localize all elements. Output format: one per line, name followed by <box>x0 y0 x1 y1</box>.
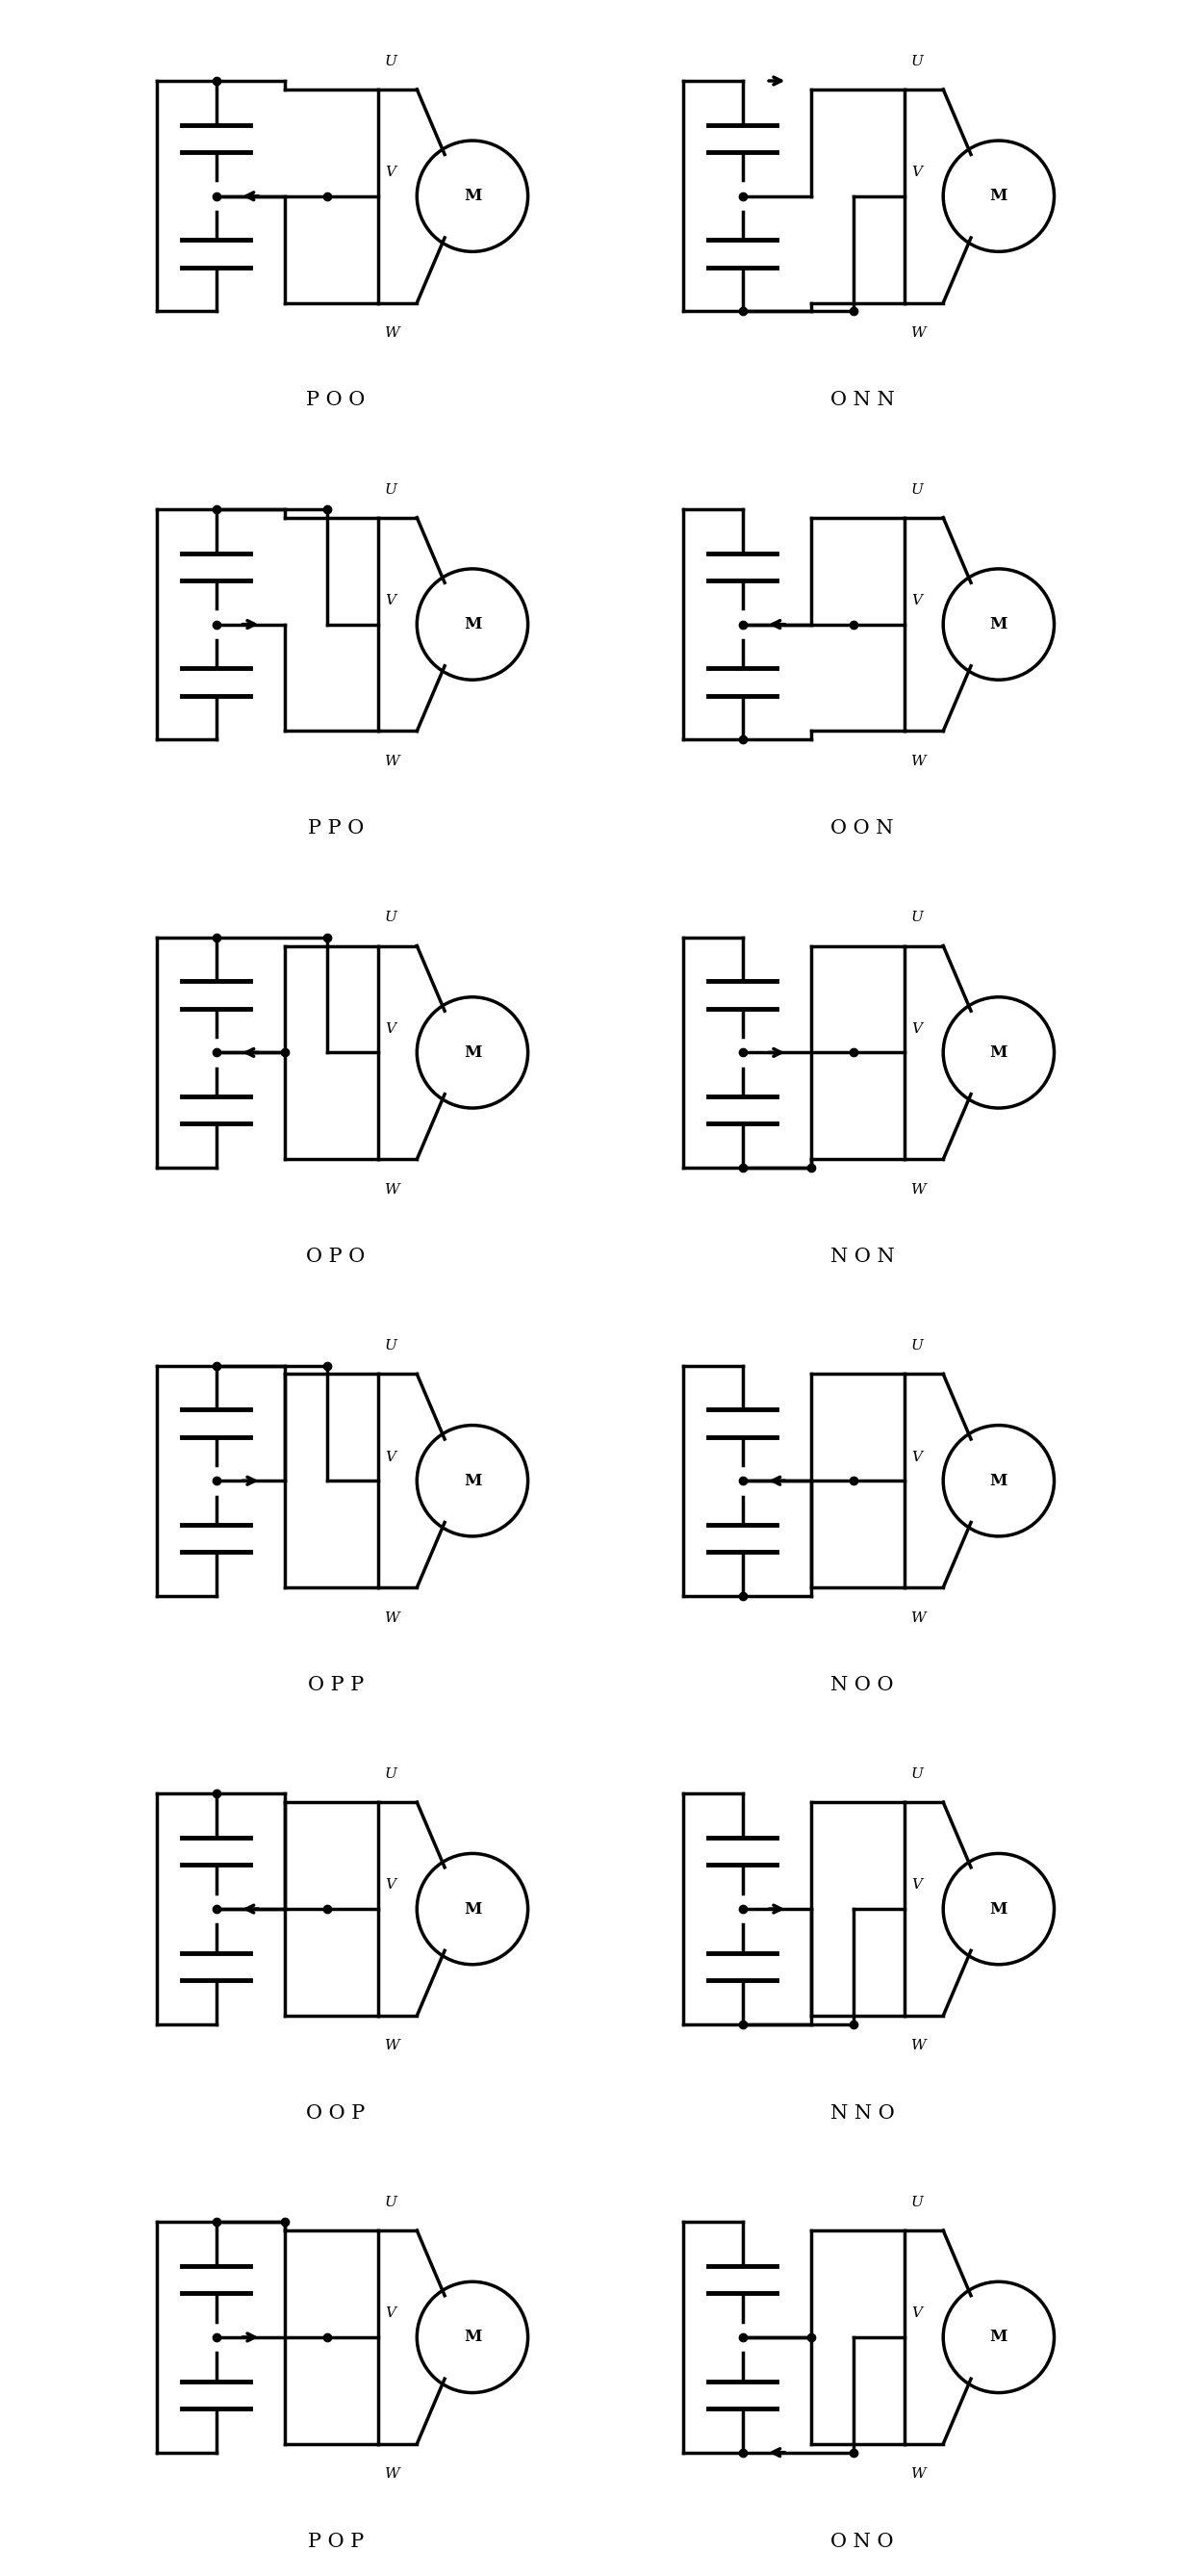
Text: P O P: P O P <box>308 2532 364 2550</box>
Text: P O O: P O O <box>307 392 365 410</box>
Text: V: V <box>912 165 921 180</box>
Text: M: M <box>464 616 482 634</box>
Text: M: M <box>464 188 482 204</box>
Text: W: W <box>385 1610 400 1625</box>
Text: U: U <box>385 912 398 925</box>
Text: V: V <box>912 1878 921 1891</box>
Text: U: U <box>385 2195 398 2210</box>
Text: M: M <box>990 1901 1008 1917</box>
Text: M: M <box>464 2329 482 2344</box>
Text: W: W <box>385 2468 400 2481</box>
Text: V: V <box>385 1023 395 1036</box>
Text: O P O: O P O <box>307 1247 365 1265</box>
Text: W: W <box>385 327 400 340</box>
Text: V: V <box>385 595 395 608</box>
Text: O O P: O O P <box>307 2105 365 2123</box>
Text: W: W <box>912 1182 926 1195</box>
Text: W: W <box>912 2040 926 2053</box>
Text: U: U <box>912 1767 924 1780</box>
Text: M: M <box>990 616 1008 634</box>
Text: O P P: O P P <box>308 1677 364 1695</box>
Text: V: V <box>385 2306 395 2321</box>
Text: V: V <box>912 595 921 608</box>
Text: U: U <box>385 1767 398 1780</box>
Text: M: M <box>990 188 1008 204</box>
Text: U: U <box>912 1340 924 1352</box>
Text: W: W <box>385 2040 400 2053</box>
Text: W: W <box>912 2468 926 2481</box>
Text: U: U <box>912 54 924 67</box>
Text: N O O: N O O <box>830 1677 894 1695</box>
Text: M: M <box>990 1473 1008 1489</box>
Text: V: V <box>385 1450 395 1463</box>
Text: V: V <box>912 2306 921 2321</box>
Text: W: W <box>912 327 926 340</box>
Text: M: M <box>464 1901 482 1917</box>
Text: U: U <box>385 482 398 497</box>
Text: W: W <box>912 1610 926 1625</box>
Text: N N O: N N O <box>830 2105 894 2123</box>
Text: M: M <box>990 1043 1008 1061</box>
Text: O N O: O N O <box>830 2532 894 2550</box>
Text: U: U <box>912 2195 924 2210</box>
Text: M: M <box>990 2329 1008 2344</box>
Text: O O N: O O N <box>830 819 894 837</box>
Text: M: M <box>464 1043 482 1061</box>
Text: M: M <box>464 1473 482 1489</box>
Text: V: V <box>912 1023 921 1036</box>
Text: P P O: P P O <box>308 819 364 837</box>
Text: U: U <box>385 54 398 67</box>
Text: V: V <box>385 1878 395 1891</box>
Text: V: V <box>385 165 395 180</box>
Text: W: W <box>385 1182 400 1195</box>
Text: O N N: O N N <box>830 392 894 410</box>
Text: U: U <box>912 912 924 925</box>
Text: W: W <box>385 755 400 768</box>
Text: N O N: N O N <box>830 1247 894 1265</box>
Text: U: U <box>912 482 924 497</box>
Text: W: W <box>912 755 926 768</box>
Text: V: V <box>912 1450 921 1463</box>
Text: U: U <box>385 1340 398 1352</box>
